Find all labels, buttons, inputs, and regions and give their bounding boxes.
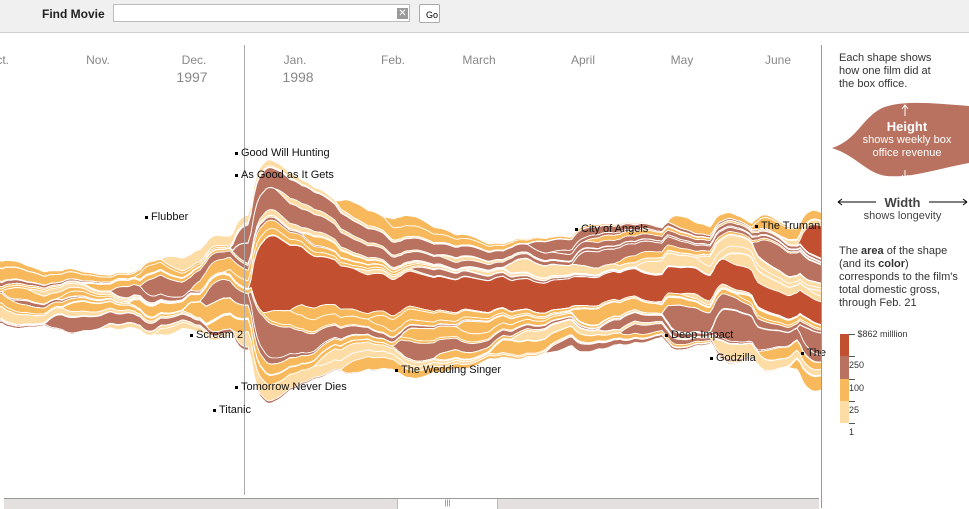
label-the[interactable]: The	[801, 347, 826, 359]
legend-height-title: Height	[886, 119, 928, 134]
go-button[interactable]: Go	[419, 4, 440, 23]
film-stream[interactable]	[0, 323, 821, 406]
year-1998: 1998	[282, 69, 314, 85]
label-as-good-as-it-gets[interactable]: As Good as It Gets	[235, 169, 334, 181]
current-date-line	[244, 45, 245, 495]
month-april: April	[570, 53, 596, 67]
find-movie-label: Find Movie	[42, 7, 105, 21]
month-dec: Dec.	[181, 53, 207, 67]
color-scale	[840, 334, 849, 423]
month-march: March	[462, 53, 496, 67]
legend-width-title: Width	[884, 195, 921, 210]
legend-intro: Each shape shows how one film did at the…	[839, 52, 932, 90]
label-scream-2[interactable]: Scream 2	[190, 329, 243, 341]
width-arrow-icon	[837, 198, 968, 206]
label-godzilla[interactable]: Godzilla	[710, 352, 756, 364]
legend-width-desc: shows longevity	[863, 210, 942, 222]
panel-divider	[821, 45, 822, 508]
month-oct: Oct.	[0, 53, 10, 67]
label-wedding-singer[interactable]: The Wedding Singer	[395, 364, 501, 376]
find-movie-input[interactable]	[113, 4, 410, 22]
label-flubber[interactable]: Flubber	[145, 211, 188, 223]
scrollbar-thumb[interactable]: |||	[397, 499, 498, 509]
clear-x-icon[interactable]: ✕	[397, 8, 408, 19]
label-titanic[interactable]: Titanic	[213, 404, 251, 416]
month-feb: Feb.	[380, 53, 406, 67]
legend-height-desc: shows weekly box office revenue	[862, 134, 952, 159]
label-truman[interactable]: The Truman	[755, 220, 820, 232]
year-1997: 1997	[176, 69, 208, 85]
label-city-of-angels[interactable]: City of Angels	[575, 223, 648, 235]
streamgraph	[0, 159, 821, 406]
search-bar: Find Movie ✕ Go	[0, 0, 969, 33]
label-good-will-hunting[interactable]: Good Will Hunting	[235, 147, 330, 159]
label-tomorrow-never-dies[interactable]: Tomorrow Never Dies	[235, 381, 347, 393]
month-nov: Nov.	[86, 53, 110, 67]
label-deep-impact[interactable]: Deep Impact	[665, 329, 733, 341]
legend-area-text: The area of the shape (and its color) co…	[839, 245, 958, 309]
month-may: May	[670, 53, 694, 67]
timeline-scrollbar[interactable]: |||	[4, 498, 819, 509]
legend-shape	[832, 102, 969, 180]
month-jan: Jan.	[283, 53, 307, 67]
month-june: June	[764, 53, 792, 67]
